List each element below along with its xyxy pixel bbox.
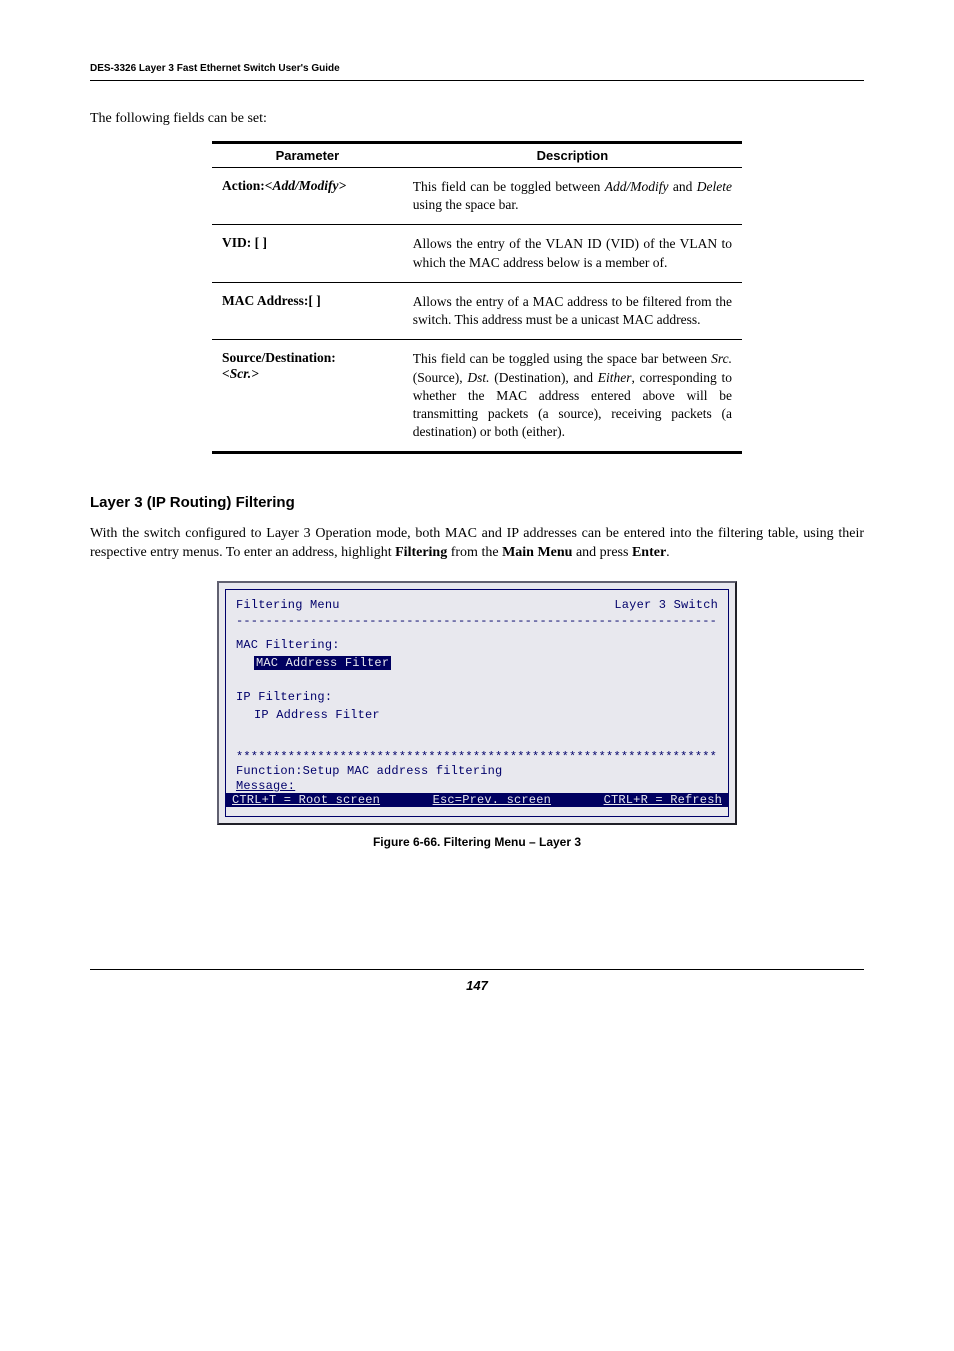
page-number: 147 — [466, 978, 488, 993]
page-header: DES-3326 Layer 3 Fast Ethernet Switch Us… — [90, 60, 864, 81]
table-header-parameter: Parameter — [212, 143, 403, 168]
terminal-inner: Filtering Menu Layer 3 Switch ----------… — [225, 589, 729, 817]
section-heading: Layer 3 (IP Routing) Filtering — [90, 494, 864, 511]
header-title: DES-3326 Layer 3 Fast Ethernet Switch Us… — [90, 63, 340, 74]
table-row: Action:<Add/Modify> This field can be to… — [212, 168, 742, 225]
terminal-function-line: Function:Setup MAC address filtering — [236, 764, 718, 778]
terminal-footer-prev: Esc=Prev. screen — [429, 793, 555, 807]
param-name: Action: — [222, 178, 265, 193]
terminal-footer-refresh: CTRL+R = Refresh — [600, 793, 726, 807]
table-header-description: Description — [403, 143, 742, 168]
ip-filtering-label: IP Filtering: — [236, 690, 718, 704]
table-row: VID: [ ] Allows the entry of the VLAN ID… — [212, 225, 742, 282]
table-row: Source/Destination:<Scr.> This field can… — [212, 340, 742, 453]
terminal-mode-label: Layer 3 Switch — [614, 598, 718, 612]
terminal-window: Filtering Menu Layer 3 Switch ----------… — [217, 581, 737, 825]
param-name: Source/Destination: — [222, 350, 336, 365]
ip-address-filter-item[interactable]: IP Address Filter — [254, 708, 380, 722]
terminal-title: Filtering Menu — [236, 598, 340, 612]
ip-filter-item-wrap: IP Address Filter — [254, 708, 718, 722]
terminal-footer: CTRL+T = Root screen Esc=Prev. screen CT… — [226, 793, 728, 807]
terminal-title-row: Filtering Menu Layer 3 Switch — [236, 598, 718, 612]
table-row: MAC Address:[ ] Allows the entry of a MA… — [212, 282, 742, 339]
intro-text: The following fields can be set: — [90, 111, 864, 127]
terminal-footer-root: CTRL+T = Root screen — [228, 793, 384, 807]
param-description: Allows the entry of a MAC address to be … — [403, 282, 742, 339]
param-description: This field can be toggled between Add/Mo… — [403, 168, 742, 225]
body-paragraph: With the switch configured to Layer 3 Op… — [90, 525, 864, 563]
param-description: Allows the entry of the VLAN ID (VID) of… — [403, 225, 742, 282]
mac-address-filter-item[interactable]: MAC Address Filter — [254, 656, 391, 670]
mac-filter-item-wrap: MAC Address Filter — [254, 656, 718, 670]
terminal-message-label: Message: — [236, 779, 718, 793]
parameter-table: Parameter Description Action:<Add/Modify… — [212, 141, 742, 454]
figure-caption: Figure 6-66. Filtering Menu – Layer 3 — [90, 835, 864, 849]
param-description: This field can be toggled using the spac… — [403, 340, 742, 453]
param-name: MAC Address:[ ] — [222, 293, 321, 308]
page-footer: 147 — [90, 969, 864, 993]
mac-filtering-label: MAC Filtering: — [236, 638, 718, 652]
terminal-screenshot-wrap: Filtering Menu Layer 3 Switch ----------… — [90, 581, 864, 825]
terminal-divider: ****************************************… — [236, 750, 718, 764]
param-name: VID: [ ] — [222, 235, 267, 250]
terminal-divider: ----------------------------------------… — [236, 614, 718, 628]
param-arg: <Add/Modify> — [265, 178, 346, 193]
param-arg: <Scr.> — [222, 366, 259, 381]
